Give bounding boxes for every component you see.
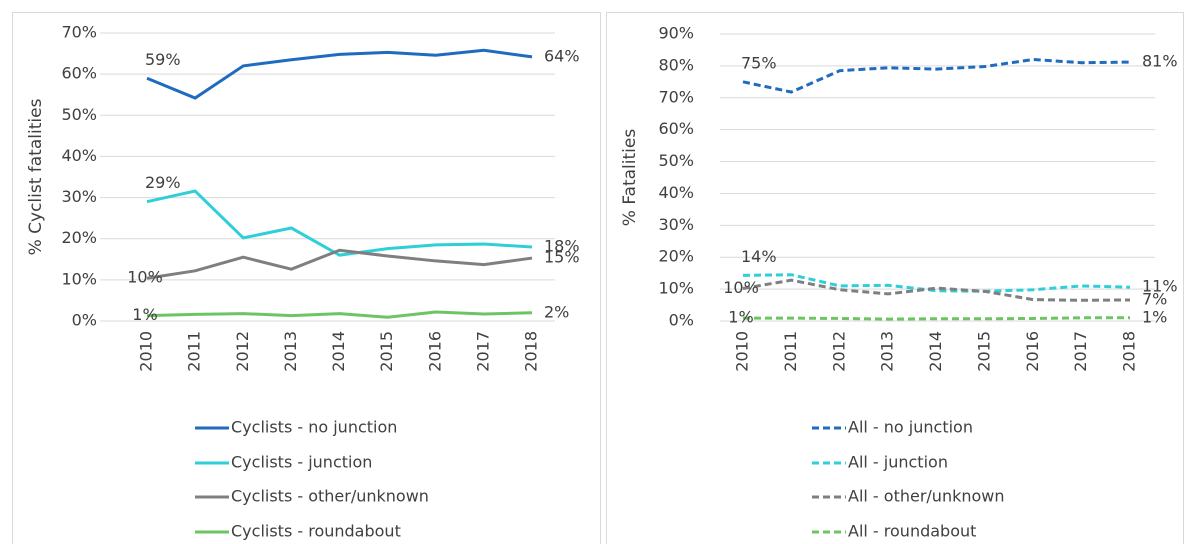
legend-label: Cyclists - other/unknown: [231, 487, 429, 506]
x-tick-label: 2010: [137, 331, 156, 372]
data-label: 15%: [544, 248, 580, 267]
data-label: 64%: [544, 46, 580, 65]
y-tick-label: 20%: [61, 228, 97, 247]
panel-border: [12, 12, 601, 544]
y-tick-label: 70%: [61, 23, 97, 42]
data-label: 1%: [132, 305, 157, 324]
legend-label: All - no junction: [848, 418, 973, 437]
line: [742, 58, 1131, 94]
data-label: 1%: [728, 308, 753, 327]
x-tick-label: 2017: [1071, 331, 1090, 372]
data-label: 7%: [1142, 289, 1167, 308]
x-tick-label: 2016: [1023, 331, 1042, 372]
y-tick-label: 20%: [658, 247, 694, 266]
y-axis-title: % Cyclist fatalities: [26, 98, 46, 255]
y-tick-label: 60%: [658, 119, 694, 138]
legend-label: All - other/unknown: [848, 487, 1005, 506]
data-label: 75%: [741, 53, 777, 72]
x-tick-label: 2011: [781, 331, 800, 372]
y-tick-label: 50%: [61, 105, 97, 124]
x-tick-label: 2011: [185, 331, 204, 372]
y-tick-label: 80%: [658, 55, 694, 74]
y-tick-label: 0%: [669, 311, 694, 330]
legend-label: Cyclists - no junction: [231, 418, 397, 437]
line: [146, 48, 533, 100]
x-tick-label: 2012: [829, 331, 848, 372]
x-tick-label: 2014: [926, 331, 945, 372]
x-tick-label: 2017: [473, 331, 492, 372]
y-tick-label: 50%: [658, 151, 694, 170]
y-tick-label: 40%: [61, 146, 97, 165]
data-label: 14%: [741, 247, 777, 266]
y-tick-label: 0%: [72, 311, 97, 330]
y-tick-label: 60%: [61, 64, 97, 83]
x-tick-label: 2013: [878, 331, 897, 372]
data-label: 10%: [127, 268, 163, 287]
line: [743, 316, 1130, 321]
y-tick-label: 10%: [61, 269, 97, 288]
x-tick-label: 2016: [425, 331, 444, 372]
data-label: 11%: [1142, 277, 1178, 296]
legend-label: Cyclists - roundabout: [231, 522, 401, 541]
x-tick-label: 2015: [974, 331, 993, 372]
line: [146, 189, 533, 257]
x-tick-label: 2013: [281, 331, 300, 372]
y-tick-label: 10%: [658, 279, 694, 298]
x-tick-label: 2015: [377, 331, 396, 372]
x-tick-label: 2010: [733, 331, 752, 372]
data-label: 81%: [1142, 52, 1178, 71]
x-tick-label: 2014: [329, 331, 348, 372]
x-tick-label: 2018: [1120, 331, 1139, 372]
data-label: 29%: [145, 173, 181, 192]
y-tick-label: 40%: [658, 183, 694, 202]
data-label: 1%: [1142, 307, 1167, 326]
line: [146, 310, 533, 319]
y-tick-label: 30%: [61, 187, 97, 206]
y-tick-label: 70%: [658, 87, 694, 106]
y-axis-title: % Fatalities: [620, 129, 640, 227]
data-label: 10%: [723, 278, 759, 297]
data-label: 59%: [145, 50, 181, 69]
legend-label: Cyclists - junction: [231, 453, 372, 472]
data-label: 18%: [544, 236, 580, 255]
y-tick-label: 30%: [658, 215, 694, 234]
x-tick-label: 2018: [522, 331, 541, 372]
legend-label: All - junction: [848, 453, 948, 472]
line: [146, 248, 533, 280]
data-label: 2%: [544, 302, 569, 321]
line: [742, 273, 1131, 293]
x-tick-label: 2012: [233, 331, 252, 372]
legend-label: All - roundabout: [848, 522, 976, 541]
line: [742, 278, 1131, 302]
y-tick-label: 90%: [658, 24, 694, 43]
